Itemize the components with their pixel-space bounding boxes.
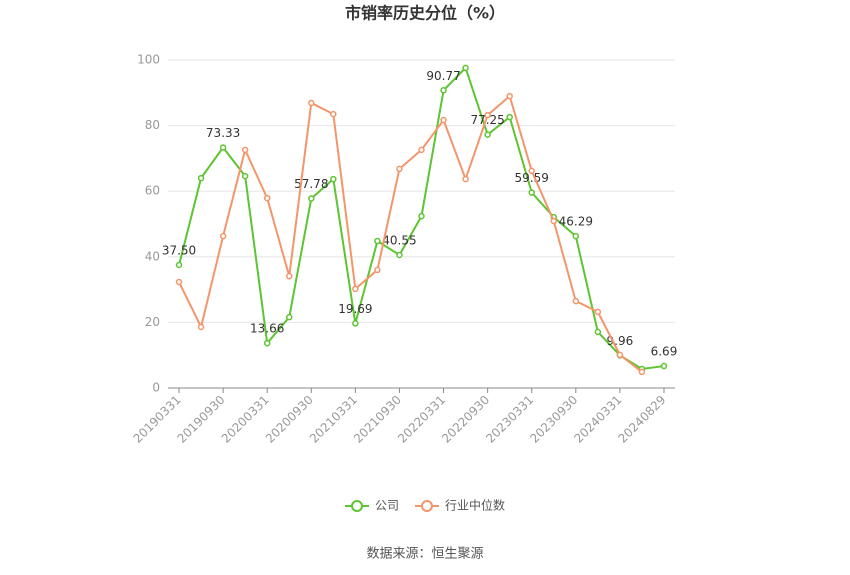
data-label: 77.25 xyxy=(470,113,504,127)
data-label: 40.55 xyxy=(382,233,416,247)
y-tick-label: 80 xyxy=(145,118,160,132)
data-label: 19.69 xyxy=(338,302,372,316)
point xyxy=(594,308,602,316)
legend-label: 公司 xyxy=(375,499,399,513)
data-label: 9.96 xyxy=(607,334,634,348)
y-tick-label: 0 xyxy=(152,381,160,395)
y-tick-label: 40 xyxy=(145,249,160,263)
point xyxy=(374,237,381,245)
data-label: 57.78 xyxy=(294,177,328,191)
point xyxy=(263,339,271,347)
y-tick-label: 20 xyxy=(145,315,160,329)
data-label: 6.69 xyxy=(651,345,678,359)
point xyxy=(330,175,337,183)
point xyxy=(175,261,183,269)
data-label: 59.59 xyxy=(515,171,549,185)
point xyxy=(241,172,249,180)
point xyxy=(638,368,646,376)
legend-label: 行业中位数 xyxy=(445,498,505,513)
point xyxy=(528,167,535,175)
point xyxy=(175,278,183,286)
source: 数据来源：恒生聚源 xyxy=(366,547,483,562)
point xyxy=(506,92,513,100)
point xyxy=(528,189,535,196)
point xyxy=(550,217,558,225)
point xyxy=(352,320,359,327)
point xyxy=(285,313,293,321)
legend-item[interactable]: 行业中位数 xyxy=(415,498,505,513)
point xyxy=(219,232,227,240)
point xyxy=(241,146,249,154)
x-tick-label: 20240829 xyxy=(615,393,668,446)
legend-marker xyxy=(351,500,363,512)
point xyxy=(572,297,580,305)
data-label: 13.66 xyxy=(250,322,284,336)
data-label: 73.33 xyxy=(206,126,240,140)
point xyxy=(484,131,491,138)
point xyxy=(572,232,580,240)
legend-marker xyxy=(421,500,433,512)
data-label: 37.50 xyxy=(162,244,196,258)
data-label: 46.29 xyxy=(559,215,593,229)
data-label: 90.77 xyxy=(426,69,460,83)
point xyxy=(506,113,513,121)
point xyxy=(263,194,271,202)
point xyxy=(396,251,403,259)
point xyxy=(352,285,359,293)
point xyxy=(197,174,205,182)
point xyxy=(440,116,447,124)
point xyxy=(660,362,668,370)
point xyxy=(594,328,602,336)
point xyxy=(285,272,293,280)
point xyxy=(308,195,315,202)
point xyxy=(418,146,425,154)
chart-title: 市销率历史分位（%） xyxy=(345,4,505,23)
point xyxy=(440,87,447,94)
point xyxy=(462,175,469,183)
legend-item[interactable]: 公司 xyxy=(345,499,399,513)
series-line xyxy=(178,94,643,373)
point xyxy=(616,351,624,359)
point xyxy=(484,111,491,119)
point xyxy=(219,144,227,151)
y-tick-label: 100 xyxy=(137,53,160,67)
point xyxy=(396,165,403,173)
point xyxy=(374,266,381,274)
point xyxy=(308,99,315,107)
y-tick-label: 60 xyxy=(145,184,160,198)
point xyxy=(330,110,337,118)
point xyxy=(197,323,205,331)
point xyxy=(418,212,425,220)
point xyxy=(462,64,469,72)
